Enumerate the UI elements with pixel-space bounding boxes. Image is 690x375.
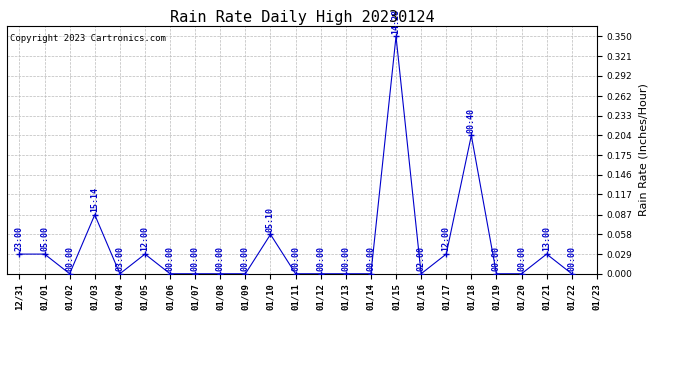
Text: 00:00: 00:00 [366, 246, 375, 271]
Text: 00:00: 00:00 [166, 246, 175, 271]
Y-axis label: Rain Rate (Inches/Hour): Rain Rate (Inches/Hour) [638, 84, 648, 216]
Text: 23:00: 23:00 [15, 226, 24, 251]
Text: 05:10: 05:10 [266, 207, 275, 232]
Text: 00:00: 00:00 [316, 246, 325, 271]
Text: 00:00: 00:00 [517, 246, 526, 271]
Text: 12:00: 12:00 [141, 226, 150, 251]
Text: 00:00: 00:00 [190, 246, 199, 271]
Text: 02:00: 02:00 [417, 246, 426, 271]
Text: 12:00: 12:00 [442, 226, 451, 251]
Text: 05:00: 05:00 [40, 226, 49, 251]
Text: 00:00: 00:00 [291, 246, 300, 271]
Text: 00:00: 00:00 [492, 246, 501, 271]
Text: 14:28: 14:28 [391, 9, 400, 34]
Text: 00:00: 00:00 [342, 246, 351, 271]
Text: 00:00: 00:00 [567, 246, 576, 271]
Text: 00:00: 00:00 [65, 246, 74, 271]
Text: 00:00: 00:00 [216, 246, 225, 271]
Text: 15:14: 15:14 [90, 187, 99, 212]
Text: 03:00: 03:00 [115, 246, 124, 271]
Text: 00:00: 00:00 [241, 246, 250, 271]
Text: 00:40: 00:40 [467, 108, 476, 133]
Text: Copyright 2023 Cartronics.com: Copyright 2023 Cartronics.com [10, 34, 166, 43]
Title: Rain Rate Daily High 20230124: Rain Rate Daily High 20230124 [170, 10, 434, 25]
Text: 13:00: 13:00 [542, 226, 551, 251]
